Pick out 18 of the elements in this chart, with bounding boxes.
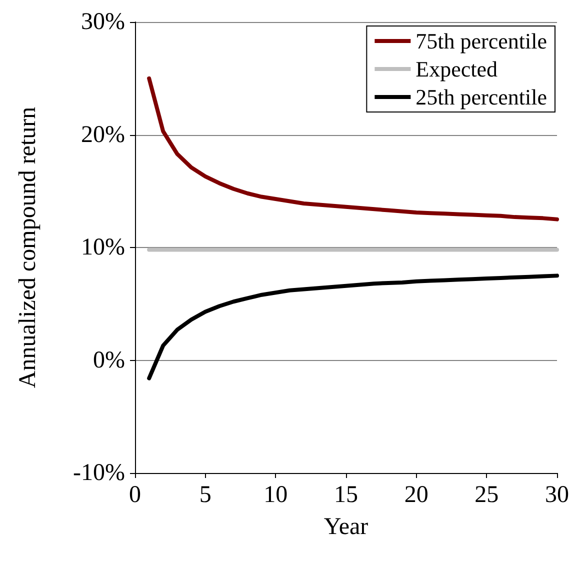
x-axis-title: Year [324,514,368,540]
legend-label: 75th percentile [416,28,548,54]
x-tick-label: 10 [264,482,288,508]
y-tick-label: 20% [81,122,125,148]
x-tick-label: 20 [404,482,428,508]
x-tick-label: 15 [334,482,358,508]
y-tick-label: 10% [81,234,125,260]
y-axis-title: Annualized compound return [15,106,41,388]
y-tick-label: -10% [73,460,126,486]
legend-label: Expected [416,56,498,82]
y-tick-label: 30% [81,9,125,35]
legend-label: 25th percentile [416,84,548,110]
x-tick-label: 30 [545,482,569,508]
x-tick-label: 0 [129,482,141,508]
x-tick-label: 5 [199,482,212,508]
line-series [147,274,559,380]
y-tick-label: 0% [93,347,125,374]
x-tick-label: 25 [474,482,499,508]
